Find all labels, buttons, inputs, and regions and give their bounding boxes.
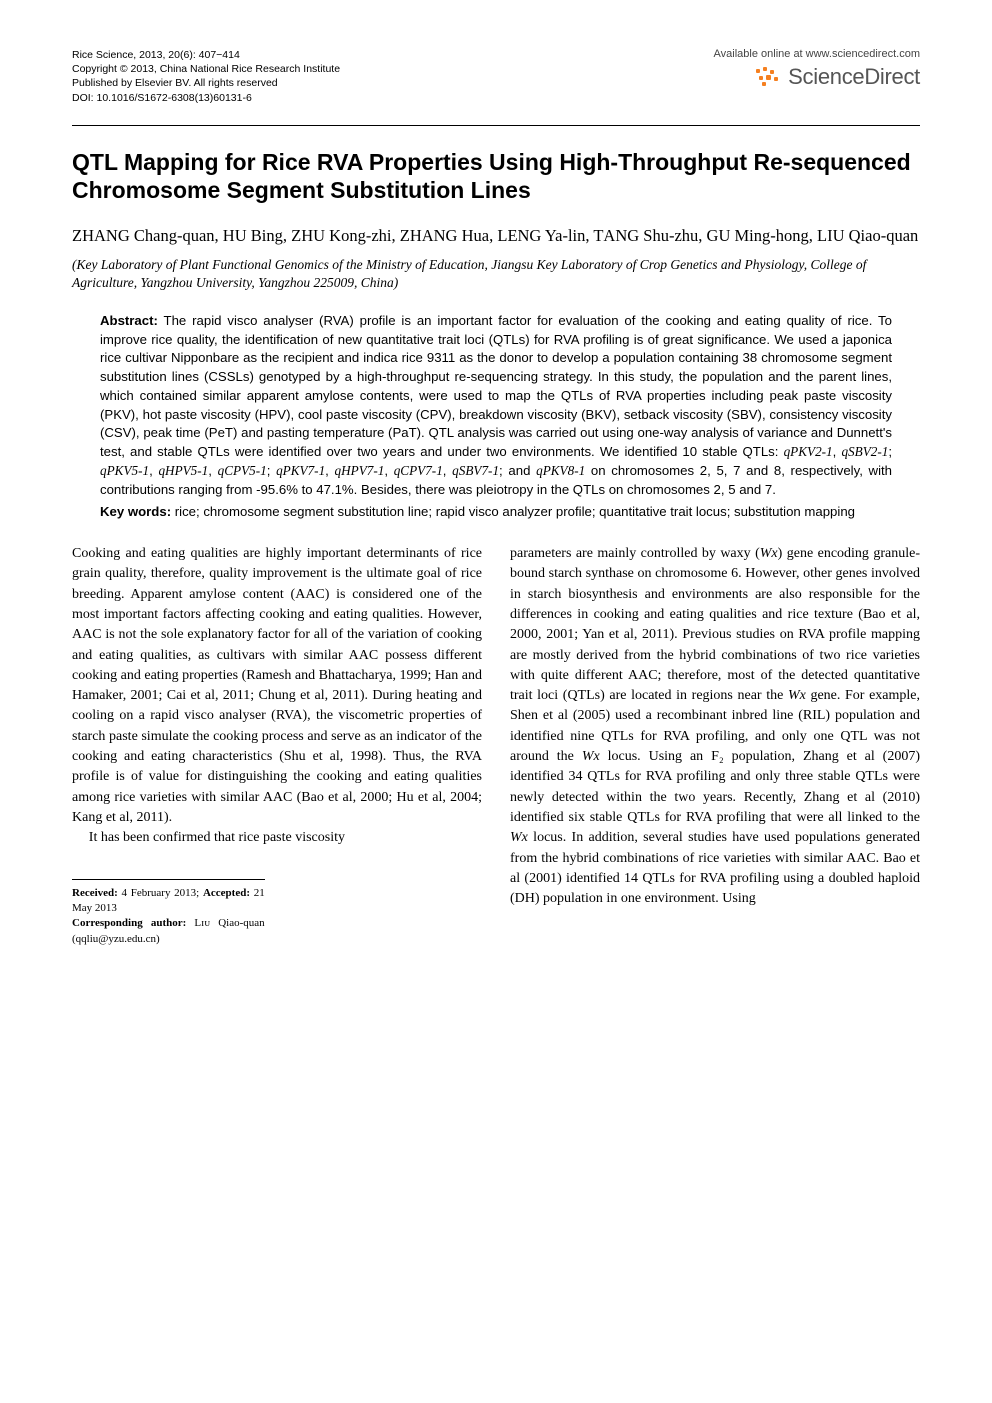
left-column: Cooking and eating qualities are highly … <box>72 544 482 947</box>
keywords-line: Key words: rice; chromosome segment subs… <box>100 503 892 522</box>
header-rule <box>72 125 920 126</box>
corresponding-label: Corresponding author: <box>72 917 186 929</box>
body-paragraph: parameters are mainly controlled by waxy… <box>510 544 920 909</box>
received-date: 4 February 2013; <box>122 887 200 899</box>
abstract-block: Abstract: The rapid visco analyser (RVA)… <box>100 312 892 522</box>
abstract-text: The rapid visco analyser (RVA) profile i… <box>100 313 892 497</box>
received-label: Received: <box>72 887 118 899</box>
doi-line: DOI: 10.1016/S1672-6308(13)60131-6 <box>72 91 340 105</box>
available-online-text: Available online at www.sciencedirect.co… <box>714 48 920 60</box>
received-line: Received: 4 February 2013; Accepted: 21 … <box>72 886 265 917</box>
copyright-line: Copyright © 2013, China National Rice Re… <box>72 62 340 76</box>
sciencedirect-block: Available online at www.sciencedirect.co… <box>714 48 920 90</box>
body-paragraph: It has been confirmed that rice paste vi… <box>72 828 482 848</box>
body-paragraph: Cooking and eating qualities are highly … <box>72 544 482 828</box>
publisher-line: Published by Elsevier BV. All rights res… <box>72 76 340 90</box>
journal-citation: Rice Science, 2013, 20(6): 407−414 <box>72 48 340 62</box>
article-title: QTL Mapping for Rice RVA Properties Usin… <box>72 148 920 206</box>
affiliation: (Key Laboratory of Plant Functional Geno… <box>72 256 920 292</box>
keywords-text: rice; chromosome segment substitution li… <box>175 504 855 519</box>
authors-list: ZHANG Chang-quan, HU Bing, ZHU Kong-zhi,… <box>72 223 920 249</box>
journal-meta: Rice Science, 2013, 20(6): 407−414 Copyr… <box>72 48 340 105</box>
keywords-label: Key words: <box>100 504 171 519</box>
corresponding-line: Corresponding author: Lɪᴜ Qiao-quan (qql… <box>72 916 265 947</box>
page-header: Rice Science, 2013, 20(6): 407−414 Copyr… <box>72 48 920 105</box>
abstract-label: Abstract: <box>100 313 158 328</box>
sciencedirect-logo: ScienceDirect <box>714 64 920 90</box>
body-columns: Cooking and eating qualities are highly … <box>72 544 920 947</box>
accepted-label: Accepted: <box>203 887 250 899</box>
sciencedirect-wordmark: ScienceDirect <box>788 64 920 90</box>
right-column: parameters are mainly controlled by waxy… <box>510 544 920 947</box>
footnotes: Received: 4 February 2013; Accepted: 21 … <box>72 879 265 948</box>
sciencedirect-icon <box>754 67 782 87</box>
